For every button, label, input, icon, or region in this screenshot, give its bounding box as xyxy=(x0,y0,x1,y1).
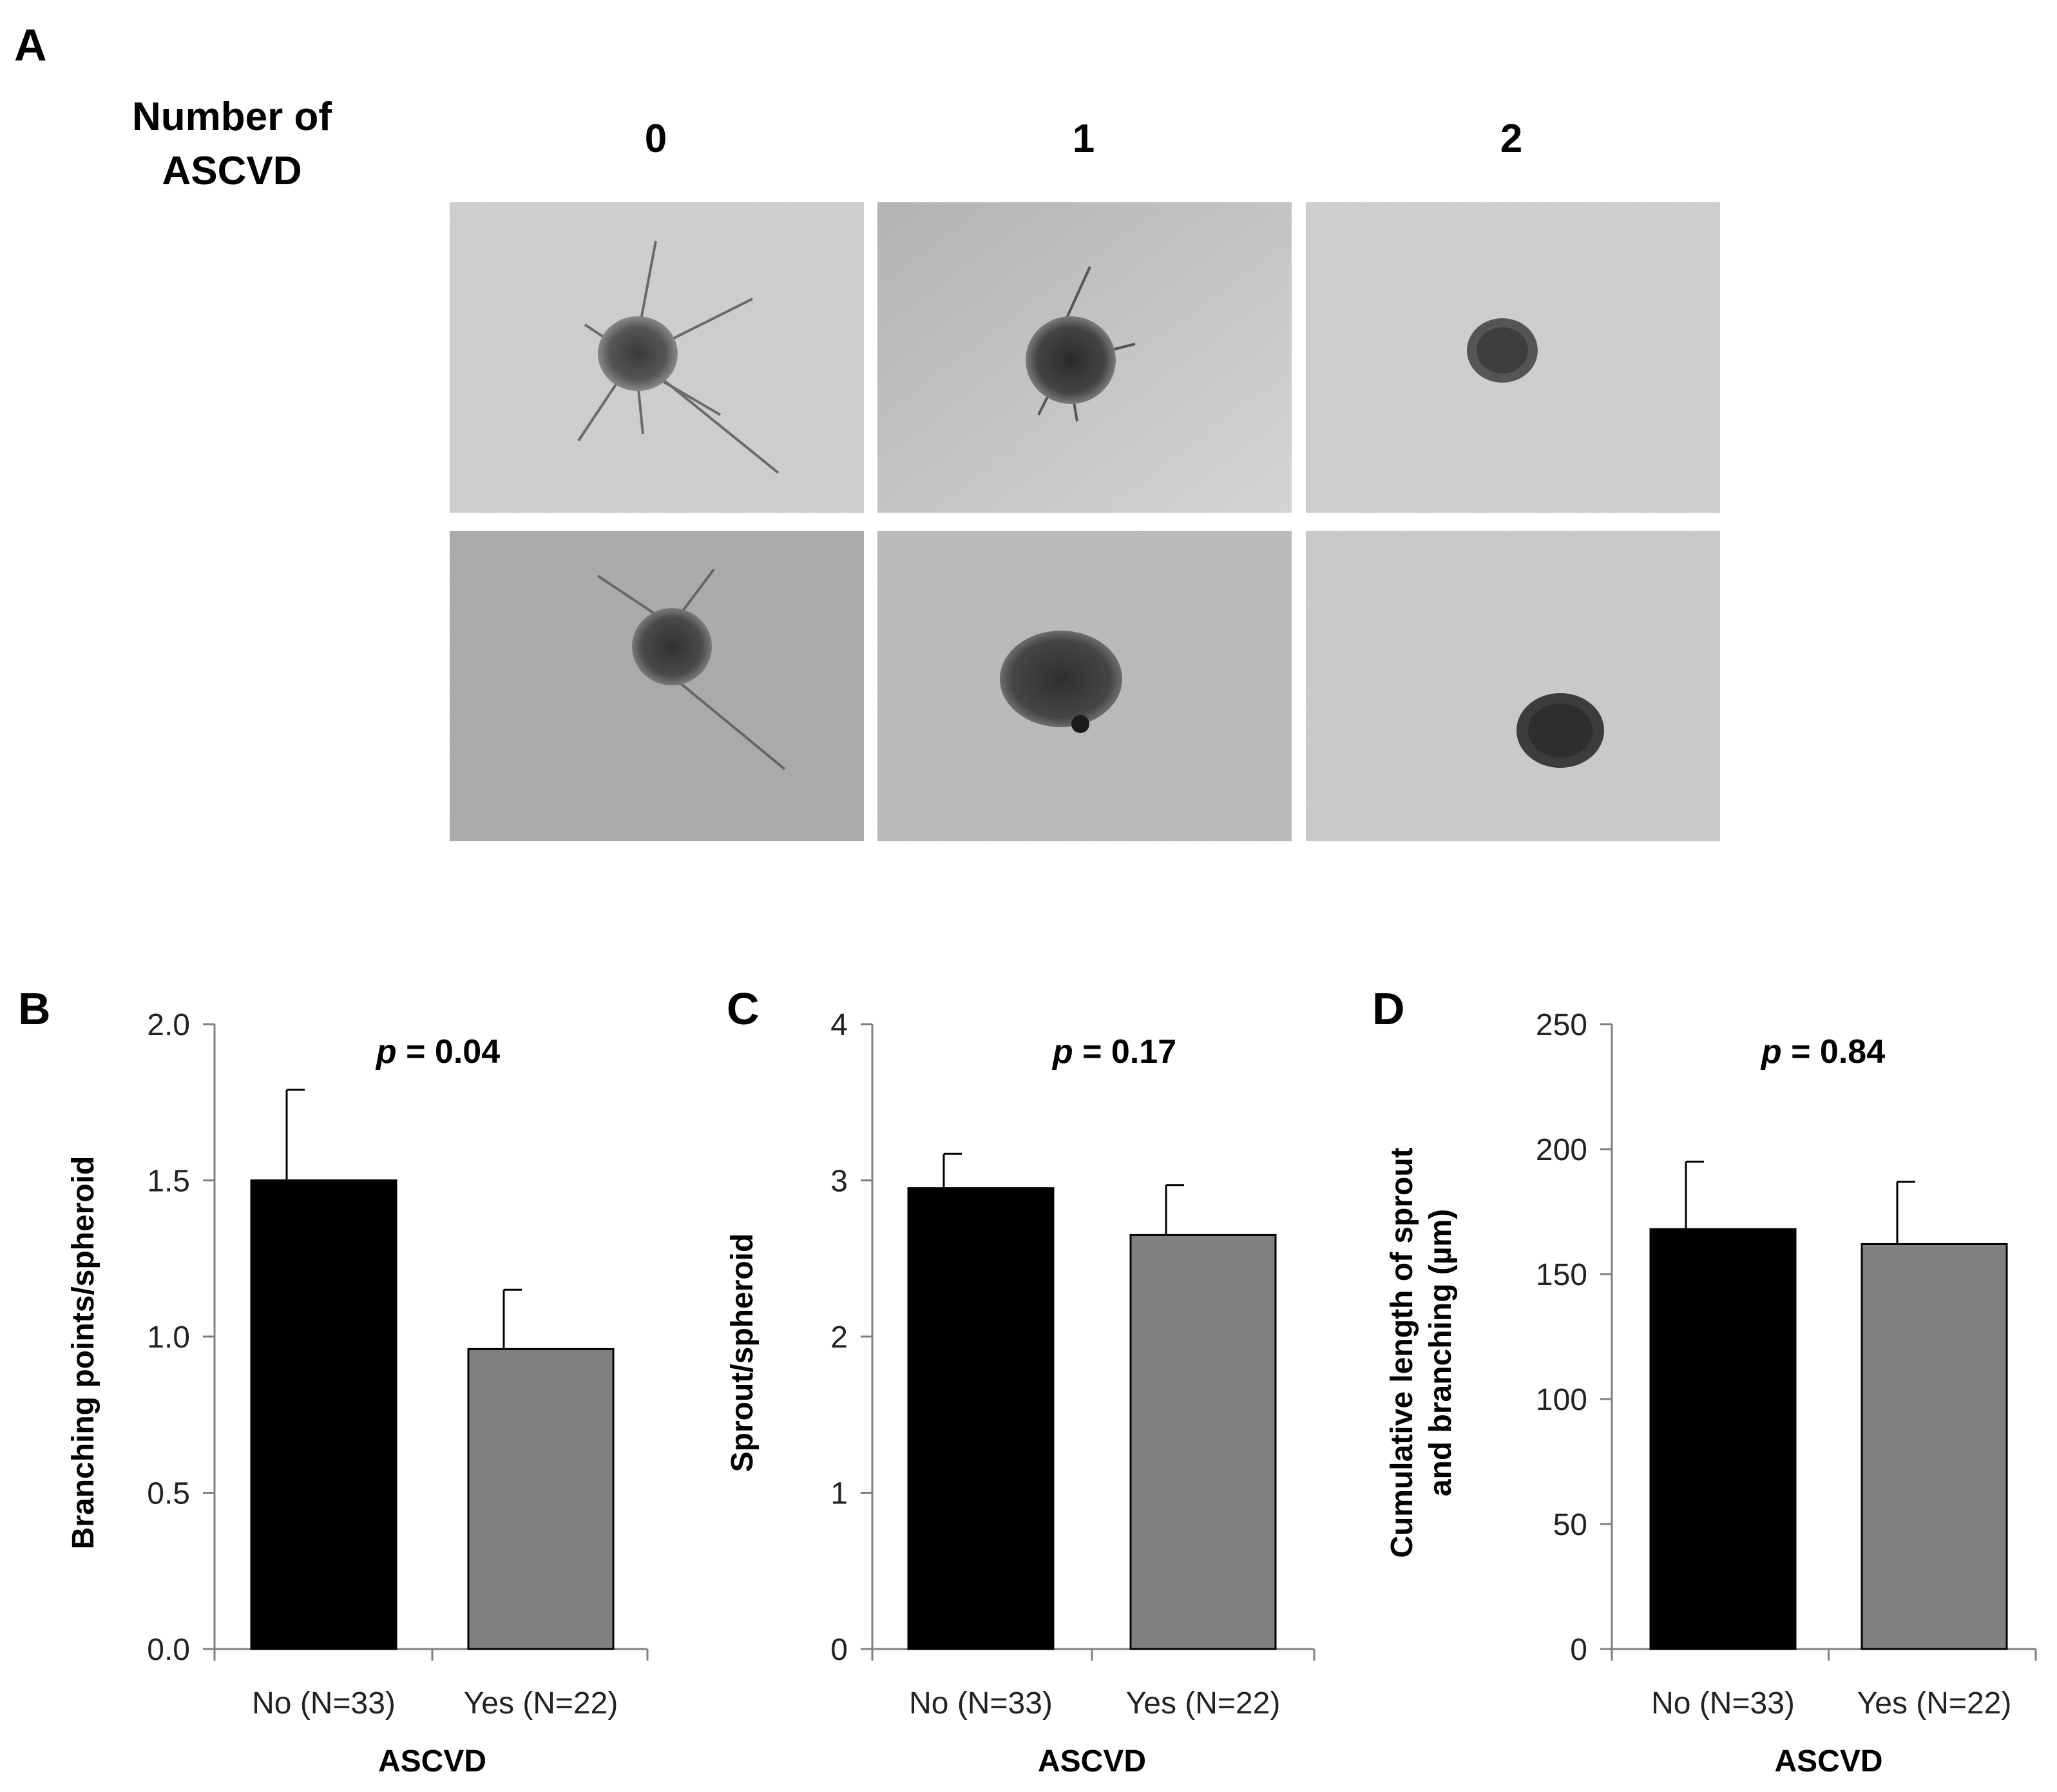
x-tick-label: No (N=33) xyxy=(252,1686,396,1721)
micrograph-2-bottom xyxy=(1306,531,1720,841)
chart-svg: B 0.0 0.5 1.0 1.5 2.0 No (N=33) Yes (N=22) ASCVD… xyxy=(18,984,649,1778)
panel-letter: C xyxy=(727,984,760,1034)
x-tick-label: No (N=33) xyxy=(909,1686,1053,1721)
y-tick-label: 0 xyxy=(830,1633,848,1667)
y-axis-label: Sprout/spheroid xyxy=(725,1234,760,1473)
bar-yes xyxy=(1129,1234,1277,1650)
x-tick-label: Yes (N=22) xyxy=(1126,1686,1281,1721)
y-tick-label: 50 xyxy=(1553,1508,1587,1542)
micrograph-2-top xyxy=(1306,202,1720,513)
panel-letter: D xyxy=(1372,984,1405,1034)
bar-yes xyxy=(467,1348,615,1650)
y-tick-label: 1.5 xyxy=(147,1165,190,1199)
y-axis-label: Branching points/spheroid xyxy=(66,1156,100,1550)
y-tick-label: 4 xyxy=(830,1008,848,1042)
micrograph-1-bottom xyxy=(877,531,1292,841)
column-header-2: 2 xyxy=(1500,117,1523,161)
x-tick-label: Yes (N=22) xyxy=(1857,1686,2012,1721)
row-title-line2: ASCVD xyxy=(162,148,302,193)
p-value-annotation: p = 0.84 xyxy=(1760,1033,1885,1071)
micrograph-1-top xyxy=(877,202,1292,513)
micrograph-0-bottom xyxy=(450,531,864,841)
chart-b: B 0.0 0.5 1.0 1.5 2.0 No (N=33) Yes (N=22) ASCVD… xyxy=(0,973,670,1792)
column-header-0: 0 xyxy=(644,117,667,161)
chart-svg: C 0 1 2 3 4 No (N=33) Yes (N=22) ASCVD Sprout/sph… xyxy=(725,984,1316,1778)
y-tick-label: 2.0 xyxy=(147,1008,190,1042)
x-axis-label: ASCVD xyxy=(1038,1744,1146,1778)
y-tick-label: 1 xyxy=(830,1477,848,1511)
bar-no xyxy=(907,1187,1055,1650)
bar-yes xyxy=(1861,1243,2008,1650)
y-tick-label: 0.0 xyxy=(147,1633,190,1667)
p-value-annotation: p = 0.04 xyxy=(375,1033,500,1071)
chart-c: C 0 1 2 3 4 No (N=33) Yes (N=22) ASCVD Sprout/sph… xyxy=(670,973,1334,1792)
x-tick-label: Yes (N=22) xyxy=(464,1686,618,1721)
chart-d: D 0 50 100 150 200 250 No (N=33) Yes (N=22) ASCVD… xyxy=(1334,973,2057,1792)
y-tick-label: 200 xyxy=(1536,1133,1587,1167)
row-title: Number of ASCVD xyxy=(77,90,387,198)
x-axis-label: ASCVD xyxy=(378,1744,486,1778)
y-tick-label: 1.0 xyxy=(147,1320,190,1355)
y-tick-label: 100 xyxy=(1536,1383,1587,1417)
y-tick-label: 3 xyxy=(830,1165,848,1199)
y-tick-label: 250 xyxy=(1536,1008,1587,1042)
column-header-1: 1 xyxy=(1072,117,1095,161)
row-title-line1: Number of xyxy=(132,95,332,139)
bar-no xyxy=(250,1179,397,1650)
micrograph-0-top xyxy=(450,202,864,513)
bar-no xyxy=(1649,1228,1797,1650)
x-tick-label: No (N=33) xyxy=(1651,1686,1795,1721)
p-value-annotation: p = 0.17 xyxy=(1051,1033,1176,1071)
y-tick-label: 0.5 xyxy=(147,1477,190,1511)
y-tick-label: 150 xyxy=(1536,1258,1587,1292)
y-tick-label: 0 xyxy=(1570,1633,1587,1667)
x-axis-label: ASCVD xyxy=(1774,1744,1882,1778)
y-tick-label: 2 xyxy=(830,1320,848,1355)
panel-a-letter: A xyxy=(14,20,47,70)
chart-svg: D 0 50 100 150 200 250 No (N=33) Yes (N=22) ASCVD… xyxy=(1372,984,2037,1778)
panel-letter: B xyxy=(18,984,51,1034)
y-axis-label: Cumulative length of sprout and branching… xyxy=(1385,1147,1458,1558)
